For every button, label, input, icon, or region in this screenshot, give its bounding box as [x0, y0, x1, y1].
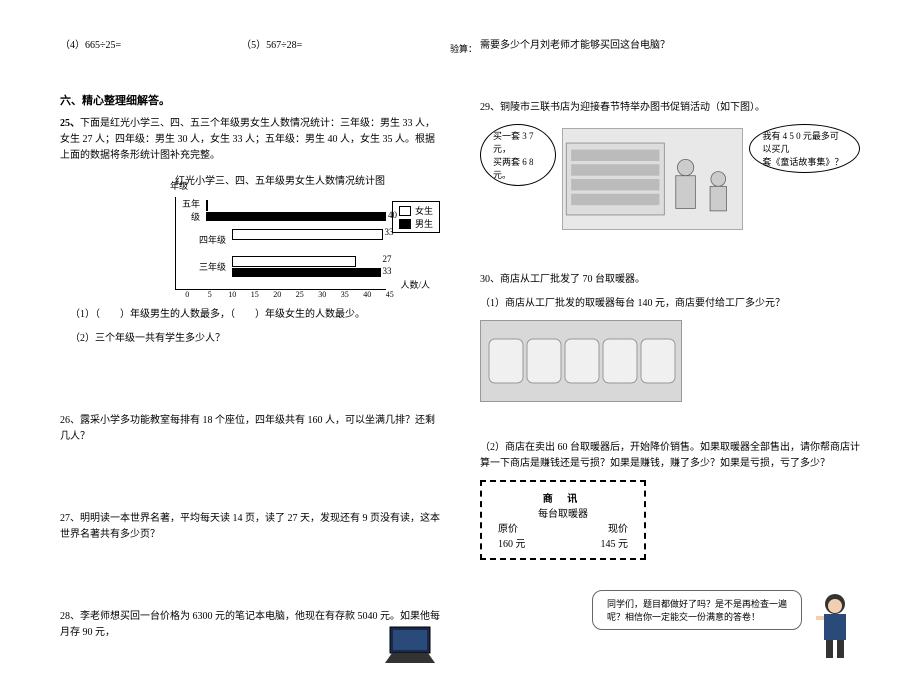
p26-text: 26、露采小学多功能教室每排有 18 个座位，四年级共有 160 人，可以坐满几…: [60, 413, 440, 445]
legend-swatch-female: [399, 206, 411, 216]
bar-female: [232, 229, 383, 240]
bar-male: [232, 268, 381, 277]
chart-title: 红光小学三、四、五年级男女生人数情况统计图: [120, 172, 440, 187]
bar-chart: 红光小学三、四、五年级男女生人数情况统计图 年级 五年级40四年级33三年级27…: [120, 172, 440, 299]
bar-value-label: 33: [383, 266, 392, 276]
bar-value-label: 33: [385, 227, 394, 237]
bar-category: 三年级: [176, 260, 232, 273]
bookstore-illustration: [562, 128, 744, 230]
p25-text: 下面是红光小学三、四、五三个年级男女生人数情况统计：三年级：男生 33 人，女生…: [60, 118, 435, 161]
heater-photo: [480, 320, 682, 402]
chart-axes: 五年级40 四年级33 三年级2733: [175, 197, 386, 290]
legend-male: 男生: [415, 217, 433, 230]
footer-l2: 呢？相信你一定能交一份满意的答卷！: [607, 610, 787, 623]
price-v2: 145 元: [601, 535, 629, 550]
p29-text: 29、铜陵市三联书店为迎接春节特举办图书促销活动（如下图）。: [480, 100, 860, 116]
p30-l1: 30、商店从工厂批发了 70 台取暖器。: [480, 272, 860, 288]
q5-label: （5）567÷28=: [241, 38, 302, 54]
bar-value-label: 40: [388, 210, 397, 220]
footer-l1: 同学们，题目都做好了吗？是不是再检查一遍: [607, 597, 787, 610]
price-v1: 160 元: [498, 535, 526, 550]
legend-swatch-male: [399, 219, 411, 229]
bars-container: 五年级40 四年级33 三年级2733: [176, 197, 386, 277]
p25-num: 25、: [60, 118, 80, 129]
tick-label: 30: [311, 290, 334, 299]
tick-label: 5: [199, 290, 222, 299]
p25-sub1: （1）（ ）年级男生的人数最多，（ ）年级女生的人数最少。: [60, 307, 440, 323]
check-label: 验算：: [450, 42, 477, 56]
bar-row: 五年级40: [176, 197, 386, 223]
price-h1: 原价: [498, 520, 518, 535]
tick-label: 45: [379, 290, 402, 299]
x-ticks: 051015202530354045: [176, 290, 432, 299]
footer-bubble: 同学们，题目都做好了吗？是不是再检查一遍 呢？相信你一定能交一份满意的答卷！: [592, 590, 802, 630]
bar-value-label: 27: [383, 254, 392, 264]
price-box: 商 讯 每台取暖器 原价 现价 160 元 145 元: [480, 480, 646, 560]
bar-category: 五年级: [176, 197, 206, 223]
footer-row: 同学们，题目都做好了吗？是不是再检查一遍 呢？相信你一定能交一份满意的答卷！: [480, 590, 860, 660]
p30-l2: （1）商店从工厂批发的取暖器每台 140 元，商店要付给工厂多少元？: [480, 296, 860, 312]
bubble-left-l2: 买两套 6 8 元。: [493, 155, 543, 181]
p28b-text: 需要多少个月刘老师才能够买回这台电脑？: [480, 40, 670, 51]
tick-label: 0: [176, 290, 199, 299]
bar-row: 三年级2733: [176, 256, 386, 277]
bar-male: [206, 212, 386, 221]
p25-sub2: （2）三个年级一共有学生多少人？: [60, 331, 440, 347]
p30-l3: （2）商店在卖出 60 台取暖器后，开始降价销售。如果取暖器全部售出，请你帮商店…: [480, 440, 860, 472]
bar-female: [206, 200, 208, 211]
bubble-right: 我有 4 5 0 元最多可以买几 套《童话故事集》？: [749, 124, 860, 173]
q4-label: （4）665÷25=: [60, 38, 121, 54]
tick-label: 35: [334, 290, 357, 299]
bar-category: 四年级: [176, 233, 232, 246]
bubble-left: 买一套 3 7 元， 买两套 6 8 元。: [480, 124, 556, 186]
price-sub: 每台取暖器: [498, 505, 628, 520]
bar-female: [232, 256, 356, 267]
x-axis-label: 人数/人: [400, 278, 430, 291]
bubble-right-l1: 我有 4 5 0 元最多可以买几: [762, 129, 847, 155]
price-title: 商 讯: [498, 490, 628, 505]
bubble-left-l1: 买一套 3 7 元，: [493, 129, 543, 155]
tick-label: 40: [356, 290, 379, 299]
tick-label: 20: [266, 290, 289, 299]
p27-text: 27、明明读一本世界名著，平均每天读 14 页，读了 27 天，发现还有 9 页…: [60, 511, 440, 543]
p28-text: 28、李老师想买回一台价格为 6300 元的笔记本电脑，他现在有存款 5040 …: [60, 609, 440, 641]
laptop-icon: [380, 625, 440, 665]
price-h2: 现价: [608, 520, 628, 535]
p29-scene: 买一套 3 7 元， 买两套 6 8 元。 我有 4 5 0 元最多可以买几 套…: [480, 124, 860, 234]
kid-icon: [810, 590, 860, 660]
chart-legend: 女生 男生: [392, 201, 440, 233]
tick-label: 25: [289, 290, 312, 299]
tick-label: 10: [221, 290, 244, 299]
legend-female: 女生: [415, 204, 433, 217]
tick-label: 15: [244, 290, 267, 299]
bar-row: 四年级33: [176, 229, 386, 250]
y-axis-label: 年级: [170, 179, 188, 192]
bubble-right-l2: 套《童话故事集》？: [762, 155, 847, 168]
section6-header: 六、精心整理细解答。: [60, 92, 440, 108]
